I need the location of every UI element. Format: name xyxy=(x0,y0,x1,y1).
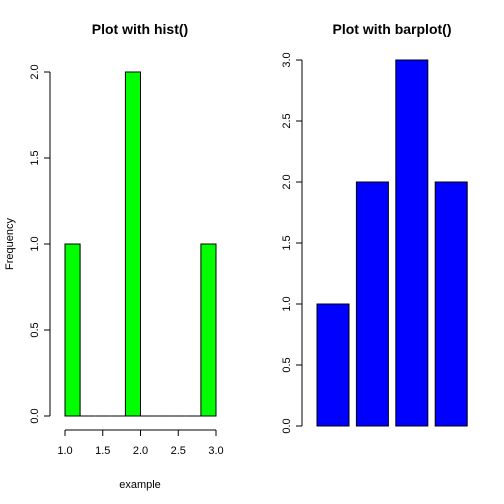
hist-x-tick-label: 3.0 xyxy=(208,445,223,457)
barplot-y-tick-label: 2.0 xyxy=(281,174,293,189)
hist-axes: 1.0 1.5 2.0 2.5 3.0 0.0 0.5 1.0 1.5 2.0 xyxy=(29,64,224,457)
hist-x-tick-label: 1.0 xyxy=(57,445,72,457)
hist-y-tick-label: 1.0 xyxy=(29,236,41,251)
hist-panel: Plot with hist() example Frequency 1.0 1.… xyxy=(4,21,224,491)
hist-title: Plot with hist() xyxy=(92,21,188,37)
barplot-y-tick-label: 3.0 xyxy=(281,52,293,67)
hist-y-tick-label: 0.5 xyxy=(29,322,41,337)
hist-bar xyxy=(64,243,81,417)
hist-y-tick-label: 2.0 xyxy=(29,64,41,79)
barplot-y-tick-label: 1.5 xyxy=(281,235,293,250)
hist-x-tick-label: 1.5 xyxy=(95,445,110,457)
barplot-y-tick-label: 0.5 xyxy=(281,357,293,372)
barplot-bar xyxy=(316,303,350,427)
barplot-bar xyxy=(395,59,429,427)
hist-x-tick-label: 2.5 xyxy=(171,445,186,457)
barplot-bar xyxy=(434,181,468,427)
barplot-bars xyxy=(316,59,468,427)
hist-bar xyxy=(200,243,217,417)
barplot-axes: 0.0 0.5 1.0 1.5 2.0 2.5 3.0 xyxy=(281,52,303,434)
barplot-y-tick-label: 1.0 xyxy=(281,296,293,311)
hist-bars xyxy=(64,71,217,417)
barplot-panel: Plot with barplot() 0.0 0.5 1.0 1.5 2.0 2.5 3.… xyxy=(281,21,468,434)
barplot-y-tick-label: 2.5 xyxy=(281,113,293,128)
hist-x-axis-label: example xyxy=(119,479,161,491)
hist-y-axis-label: Frequency xyxy=(4,218,16,270)
hist-bar xyxy=(124,71,142,417)
barplot-title: Plot with barplot() xyxy=(333,21,452,37)
barplot-y-tick-label: 0.0 xyxy=(281,418,293,433)
hist-y-tick-label: 0.0 xyxy=(29,408,41,423)
hist-x-tick-label: 2.0 xyxy=(133,445,148,457)
barplot-bar xyxy=(355,181,389,427)
hist-y-tick-label: 1.5 xyxy=(29,150,41,165)
